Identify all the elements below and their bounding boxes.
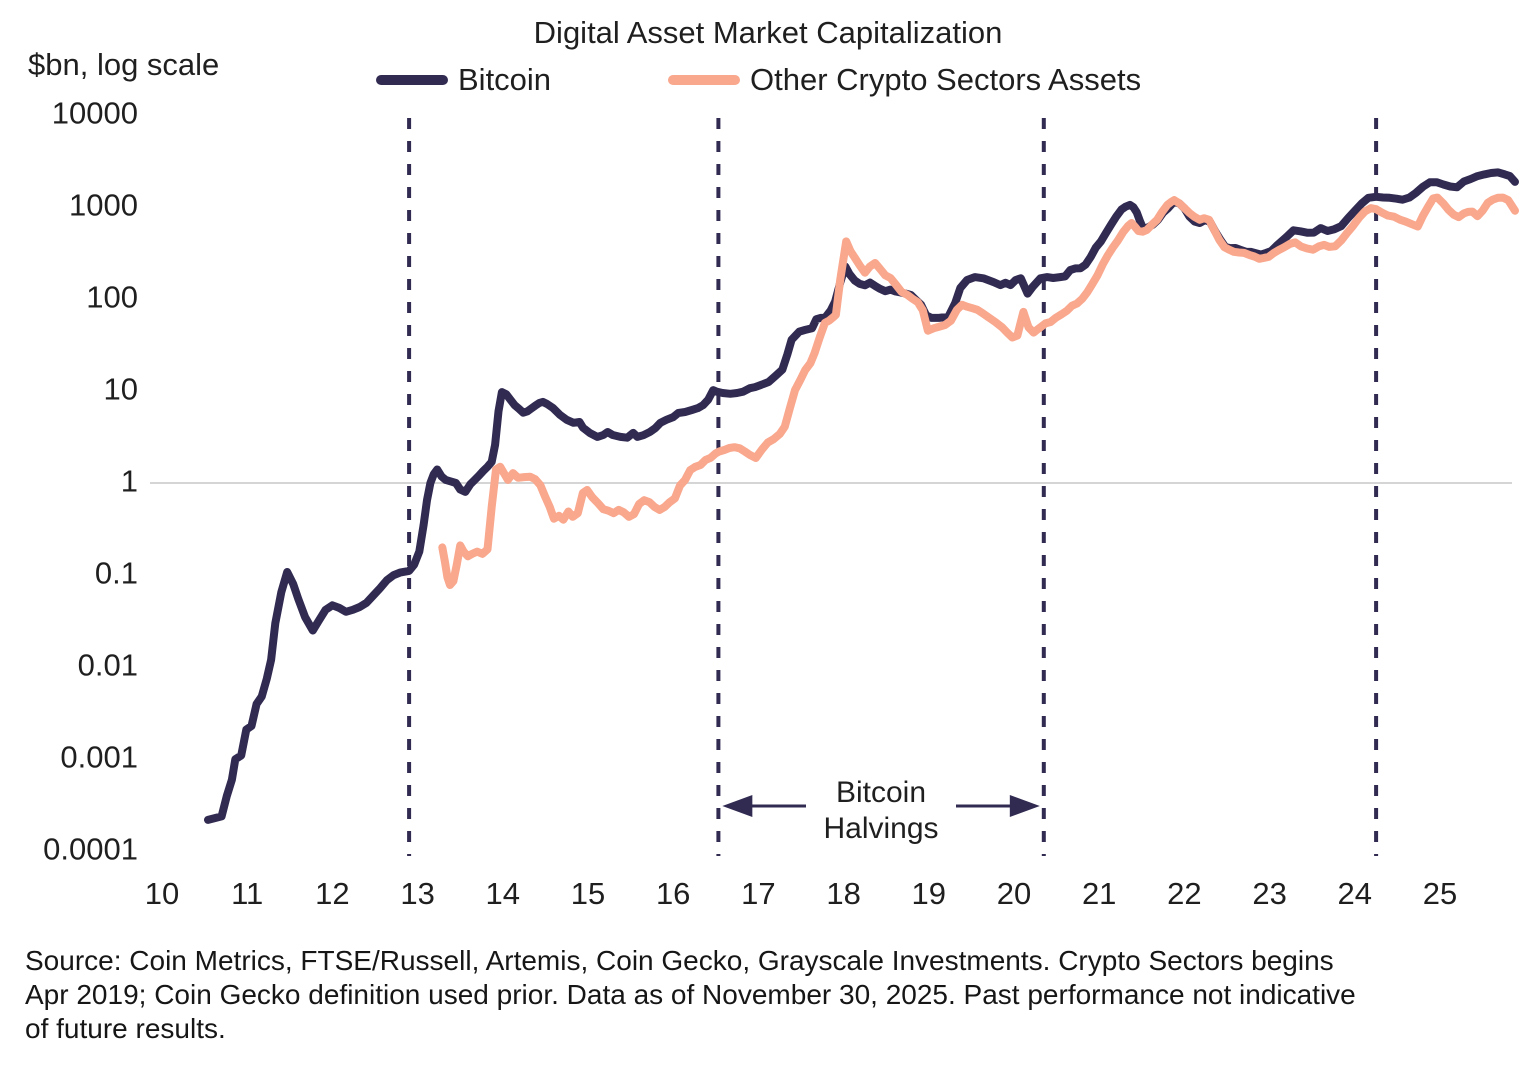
x-tick-13: 13: [400, 876, 435, 911]
x-tick-25: 25: [1422, 876, 1458, 911]
legend-label-other-crypto: Other Crypto Sectors Assets: [750, 62, 1142, 97]
source-line-1: Source: Coin Metrics, FTSE/Russell, Arte…: [25, 945, 1334, 976]
y-tick-10000: 10000: [51, 95, 138, 131]
x-tick-23: 23: [1252, 876, 1287, 911]
x-tick-14: 14: [485, 876, 521, 911]
x-tick-24: 24: [1337, 876, 1373, 911]
halvings-annotation-line1: Bitcoin: [835, 776, 927, 809]
y-tick-0.0001: 0.0001: [43, 831, 138, 867]
source-note: Source: Coin Metrics, FTSE/Russell, Arte…: [25, 944, 1525, 1046]
source-line-2: Apr 2019; Coin Gecko definition used pri…: [25, 979, 1356, 1010]
chart-title: Digital Asset Market Capitalization: [533, 15, 1003, 50]
bitcoin-line-swatch-icon: [376, 75, 448, 85]
x-tick-10: 10: [144, 876, 180, 911]
halvings-annotation: Bitcoin Halvings: [823, 775, 938, 847]
x-tick-11: 11: [231, 876, 264, 911]
y-tick-1: 1: [120, 463, 138, 499]
x-tick-12: 12: [315, 876, 350, 911]
y-tick-0.001: 0.001: [60, 739, 138, 775]
x-tick-18: 18: [826, 876, 861, 911]
source-line-3: of future results.: [25, 1013, 226, 1044]
y-tick-0.01: 0.01: [77, 647, 138, 683]
x-tick-17: 17: [741, 876, 776, 911]
other-crypto-line-swatch-icon: [668, 75, 740, 85]
legend-item-bitcoin: Bitcoin: [376, 62, 551, 98]
x-tick-15: 15: [570, 876, 606, 911]
x-tick-19: 19: [911, 876, 947, 911]
x-tick-20: 20: [996, 876, 1032, 911]
halvings-arrow-right-head: [1009, 795, 1040, 817]
y-tick-1000: 1000: [69, 187, 138, 223]
y-tick-100: 100: [86, 279, 138, 315]
y-tick-10: 10: [103, 371, 138, 407]
halvings-annotation-line2: Halvings: [823, 812, 939, 845]
x-tick-21: 21: [1081, 876, 1117, 911]
x-tick-22: 22: [1167, 876, 1202, 911]
series-line-other-crypto-sectors-assets: [438, 193, 1519, 589]
legend-item-other-crypto: Other Crypto Sectors Assets: [668, 62, 1141, 98]
halvings-arrow-left-head: [722, 795, 753, 817]
y-tick-0.1: 0.1: [94, 555, 138, 591]
x-tick-16: 16: [655, 876, 691, 911]
legend-label-bitcoin: Bitcoin: [458, 62, 552, 97]
y-axis-title: $bn, log scale: [28, 47, 220, 82]
